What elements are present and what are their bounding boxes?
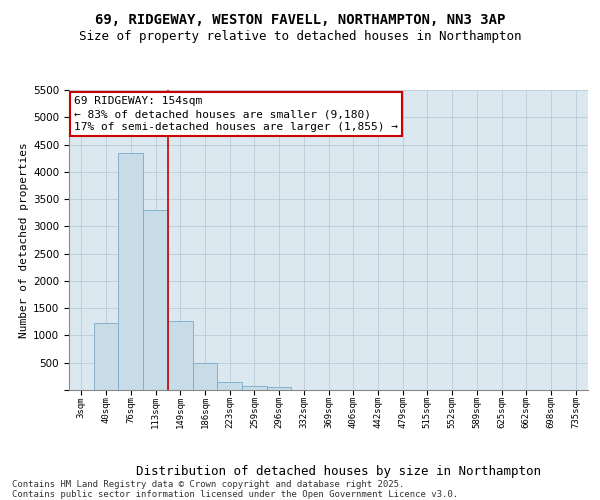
Text: 69, RIDGEWAY, WESTON FAVELL, NORTHAMPTON, NN3 3AP: 69, RIDGEWAY, WESTON FAVELL, NORTHAMPTON… xyxy=(95,12,505,26)
Bar xyxy=(143,210,168,390)
Bar xyxy=(242,386,267,390)
Text: Contains HM Land Registry data © Crown copyright and database right 2025.
Contai: Contains HM Land Registry data © Crown c… xyxy=(12,480,458,499)
Bar xyxy=(217,382,242,390)
Bar xyxy=(193,362,217,390)
Text: Size of property relative to detached houses in Northampton: Size of property relative to detached ho… xyxy=(79,30,521,43)
Bar xyxy=(94,323,118,390)
Text: 69 RIDGEWAY: 154sqm
← 83% of detached houses are smaller (9,180)
17% of semi-det: 69 RIDGEWAY: 154sqm ← 83% of detached ho… xyxy=(74,96,398,132)
Bar xyxy=(118,152,143,390)
Y-axis label: Number of detached properties: Number of detached properties xyxy=(19,142,29,338)
Bar xyxy=(168,320,193,390)
Text: Distribution of detached houses by size in Northampton: Distribution of detached houses by size … xyxy=(136,464,542,477)
Bar xyxy=(267,388,292,390)
